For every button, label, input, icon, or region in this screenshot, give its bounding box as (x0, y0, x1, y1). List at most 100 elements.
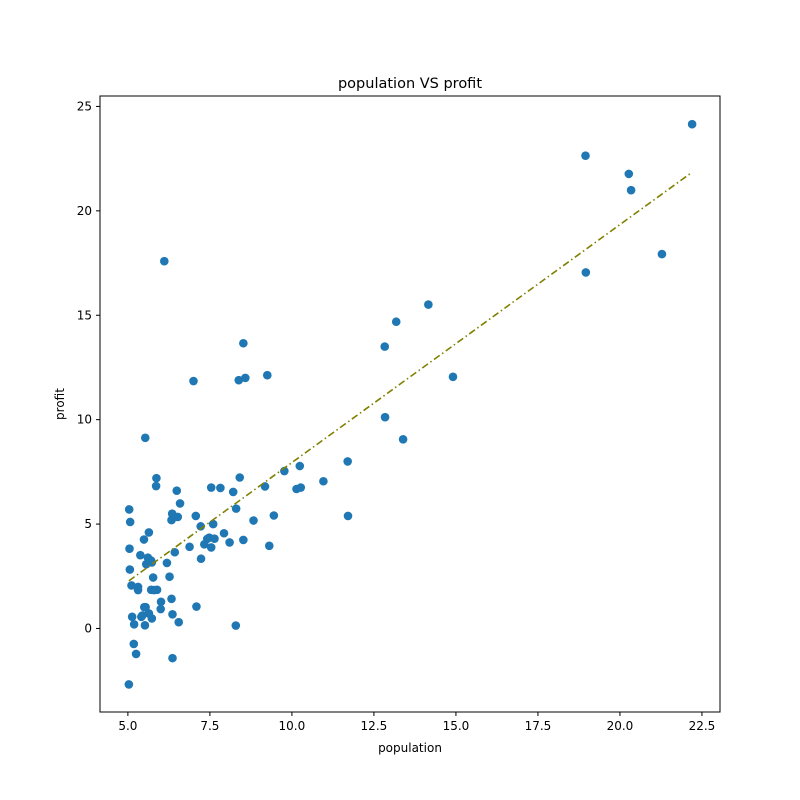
data-point (424, 300, 433, 309)
data-point (124, 505, 134, 514)
data-point (687, 119, 697, 129)
data-point (139, 602, 149, 612)
axes-frame (99, 95, 721, 713)
x-axis: 5.0 7.5 10.0 12.5 15.0 17.5 20.0 22.5 (118, 712, 715, 733)
data-point (143, 553, 153, 562)
data-point (131, 649, 141, 659)
data-point (148, 573, 158, 582)
y-axis: 0 5 10 15 20 25 (77, 99, 100, 635)
chart-title: population VS profit (338, 76, 482, 92)
data-point (208, 519, 218, 529)
y-tick-label: 5 (84, 517, 92, 531)
data-point (140, 621, 150, 630)
data-point (151, 481, 161, 491)
data-point (174, 617, 184, 627)
data-point (127, 612, 137, 622)
data-point (141, 559, 151, 569)
data-point (168, 609, 177, 619)
data-point (146, 585, 156, 595)
data-point (175, 499, 185, 508)
data-point (264, 541, 274, 551)
data-point (133, 582, 143, 592)
x-tick-label: 17.5 (525, 719, 552, 733)
data-point (380, 412, 390, 422)
data-point (231, 504, 241, 513)
data-point (200, 540, 209, 549)
data-point (138, 611, 147, 620)
data-point (156, 597, 166, 607)
plot-area (124, 119, 697, 689)
data-point (343, 511, 353, 521)
x-tick-label: 15.0 (443, 719, 470, 733)
x-tick-label: 12.5 (361, 719, 388, 733)
data-point (448, 372, 458, 382)
data-point (241, 373, 250, 383)
data-point (129, 639, 139, 649)
data-point (219, 528, 229, 538)
data-point (124, 680, 134, 689)
data-point (165, 572, 174, 581)
data-point (269, 511, 279, 520)
data-point (189, 376, 198, 386)
data-point (129, 620, 139, 629)
data-point (170, 547, 180, 557)
data-point (173, 512, 183, 522)
data-point (657, 249, 667, 259)
data-point (136, 550, 145, 560)
data-point (156, 604, 165, 614)
data-point (239, 535, 248, 545)
data-point (162, 558, 172, 568)
data-point (263, 370, 272, 380)
x-tick-label: 10.0 (279, 719, 306, 733)
data-point (319, 476, 328, 486)
data-point (125, 565, 135, 574)
data-point (295, 461, 305, 471)
data-point (581, 268, 591, 277)
data-point (206, 543, 216, 552)
data-point (206, 483, 216, 492)
data-point (398, 434, 408, 444)
data-point (239, 338, 248, 348)
data-point (125, 544, 134, 554)
y-axis-label: profit (53, 388, 67, 420)
data-point (391, 317, 401, 327)
data-point (196, 522, 206, 531)
data-point (167, 594, 176, 604)
data-point (581, 151, 590, 161)
data-point (144, 528, 154, 537)
x-tick-label: 20.0 (607, 719, 634, 733)
data-point (152, 473, 161, 483)
y-tick-label: 25 (77, 99, 92, 113)
y-tick-label: 20 (77, 204, 92, 218)
data-point (192, 602, 201, 611)
data-point (231, 621, 241, 630)
data-point (624, 169, 634, 179)
data-point (216, 483, 225, 493)
x-tick-label: 22.5 (689, 719, 716, 733)
data-point (127, 581, 136, 590)
data-point (380, 342, 390, 351)
data-point (210, 534, 219, 543)
x-tick-label: 7.5 (200, 719, 219, 733)
data-point (196, 554, 206, 564)
data-point (125, 517, 135, 527)
data-point (249, 516, 258, 525)
data-point (225, 538, 234, 547)
data-point (296, 483, 306, 492)
x-axis-label: population (378, 741, 442, 755)
x-tick-label: 5.0 (118, 719, 137, 733)
y-tick-label: 0 (84, 621, 92, 635)
data-point (228, 487, 238, 497)
data-point (626, 185, 636, 195)
data-point (160, 256, 169, 266)
data-point (235, 473, 245, 482)
data-point (139, 535, 149, 544)
data-point (234, 375, 244, 385)
data-point (343, 457, 352, 466)
data-point (147, 614, 157, 623)
data-point (140, 433, 150, 443)
y-tick-label: 15 (77, 308, 92, 322)
y-tick-label: 10 (77, 413, 92, 427)
